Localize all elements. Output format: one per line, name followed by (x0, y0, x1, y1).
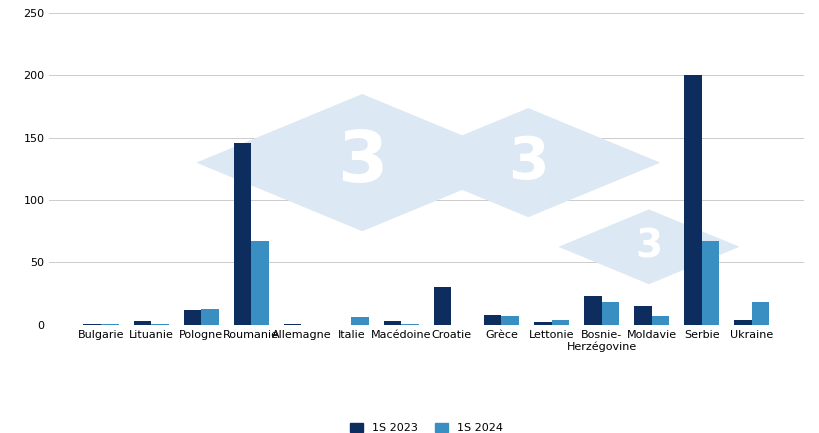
Bar (483, 315, 501, 325)
Bar (683, 75, 701, 325)
Bar (101, 323, 119, 325)
Bar (501, 316, 518, 325)
Bar (383, 321, 400, 325)
Bar (733, 320, 751, 325)
Polygon shape (196, 94, 527, 231)
Bar (433, 288, 451, 325)
Bar (283, 323, 301, 325)
Text: 3: 3 (337, 128, 387, 197)
Bar (201, 309, 219, 325)
Bar (583, 296, 601, 325)
Bar (701, 241, 718, 325)
Polygon shape (558, 210, 739, 284)
Bar (84, 323, 101, 325)
Bar (751, 302, 768, 325)
Bar (651, 316, 668, 325)
Bar (133, 321, 151, 325)
Bar (183, 310, 201, 325)
Bar (351, 317, 369, 325)
Bar (151, 323, 169, 325)
Text: 3: 3 (507, 134, 548, 191)
Polygon shape (396, 108, 659, 217)
Bar (233, 143, 251, 325)
Bar (601, 302, 618, 325)
Bar (633, 306, 651, 325)
Text: 3: 3 (635, 228, 662, 266)
Bar (251, 241, 269, 325)
Bar (533, 322, 551, 325)
Bar (551, 320, 568, 325)
Bar (400, 323, 419, 325)
Legend: 1S 2023, 1S 2024: 1S 2023, 1S 2024 (345, 418, 507, 433)
